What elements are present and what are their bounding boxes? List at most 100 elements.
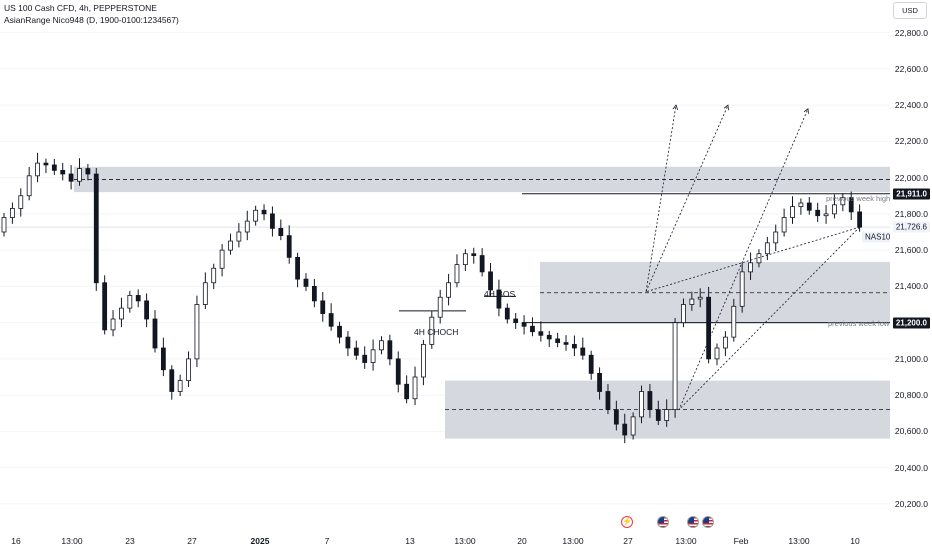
candle-body	[622, 423, 628, 436]
price-tick: 22,800.0	[894, 27, 928, 38]
candle-body	[832, 204, 837, 215]
candle-body	[672, 322, 678, 411]
candle-body	[664, 409, 670, 421]
candle-body	[26, 175, 32, 197]
price-label-week-high: 21,911.0	[893, 188, 930, 200]
candle-body	[681, 304, 686, 324]
candle-body	[43, 162, 49, 166]
candle-body	[840, 197, 846, 206]
candle-body	[102, 282, 108, 331]
time-tick: 13:00	[454, 536, 476, 546]
price-tick: 20,800.0	[894, 390, 928, 401]
candle-body	[471, 253, 477, 256]
candle-body	[135, 295, 141, 302]
candle-body	[370, 349, 376, 363]
candle-body	[773, 231, 779, 244]
candle-body	[152, 318, 158, 349]
projection-path	[645, 105, 860, 293]
candle-body	[35, 162, 40, 177]
candle-body	[85, 168, 91, 175]
projection-path	[678, 108, 860, 410]
candle-body	[555, 338, 561, 343]
candle-body	[454, 264, 460, 284]
candle-body	[9, 208, 15, 218]
candle-body	[605, 391, 611, 411]
candle-body	[261, 209, 267, 215]
arrow-head-icon	[723, 104, 729, 111]
time-tick: 23	[125, 536, 135, 546]
candle-body	[756, 253, 762, 264]
candle-body	[437, 296, 443, 318]
candle-body	[639, 391, 644, 418]
price-tick: 21,400.0	[894, 281, 928, 292]
currency-button[interactable]: USD	[893, 2, 927, 19]
candle-body	[345, 336, 351, 349]
candle-body	[387, 340, 393, 360]
candle-body	[731, 305, 737, 338]
candle-body	[714, 347, 720, 360]
chart-area[interactable]: US 100 Cash CFD, 4h, PEPPERSTONE AsianRa…	[0, 0, 890, 522]
candle-body	[244, 220, 250, 233]
candle-body	[748, 262, 753, 273]
candle-body	[857, 211, 863, 228]
time-tick: 27	[623, 536, 633, 546]
candle-body	[144, 300, 150, 320]
candle-body	[169, 369, 175, 392]
time-tick: 13:00	[61, 536, 83, 546]
candle-body	[462, 253, 468, 266]
time-tick: 16	[11, 536, 21, 546]
price-label-week-low: 21,200.0	[892, 317, 930, 329]
candle-body	[504, 307, 510, 320]
candle-body	[1, 217, 7, 233]
price-tick: 22,200.0	[894, 136, 928, 147]
price-axis[interactable]: 22,800.0 22,600.0 22,400.0 22,200.0 22,000.0…	[890, 0, 932, 522]
time-tick: 2025	[250, 536, 270, 546]
candle-body	[362, 354, 368, 363]
candle-body	[311, 285, 317, 302]
price-tick: 20,600.0	[894, 426, 928, 437]
candle-body	[328, 313, 334, 327]
candle-body	[295, 256, 300, 280]
legend-symbol: US 100 Cash CFD, 4h, PEPPERSTONE	[4, 3, 157, 13]
time-tick: 27	[187, 536, 197, 546]
arrow-head-icon	[672, 104, 679, 110]
candle-body	[848, 197, 854, 213]
candle-body	[127, 295, 133, 309]
candle-body	[320, 300, 326, 314]
candle-body	[479, 255, 485, 273]
candle-body	[513, 318, 519, 324]
candle-body	[219, 249, 225, 269]
candle-body	[412, 376, 418, 400]
candle-body	[211, 267, 217, 284]
candle-body	[697, 296, 703, 300]
us-flag-icon[interactable]	[657, 516, 669, 528]
candle-body	[202, 282, 208, 305]
candle-body	[580, 347, 586, 356]
candle-body	[286, 235, 292, 258]
candle-body	[270, 213, 275, 229]
price-tick: 20,400.0	[894, 462, 928, 473]
candle-body	[253, 209, 259, 222]
candle-body	[395, 358, 401, 385]
candle-body	[404, 383, 410, 400]
candle-body	[421, 343, 426, 378]
price-tick: 22,600.0	[894, 63, 928, 74]
price-tick: 21,000.0	[894, 353, 928, 364]
candle-body	[429, 316, 435, 345]
candle-body	[93, 173, 99, 284]
candle-body	[337, 325, 342, 338]
time-axis[interactable]: 16 13:00 23 27 2025 7 13 13:00 20 13:00 27 13:00 Feb…	[0, 522, 890, 550]
us-flag-icon[interactable]	[687, 516, 699, 528]
candle-body	[110, 318, 116, 331]
candle-body	[588, 354, 594, 374]
candle-body	[572, 343, 577, 349]
price-chart[interactable]	[0, 0, 890, 522]
flash-icon[interactable]: ⚡	[621, 516, 633, 528]
candle-body	[790, 206, 795, 218]
candle-body	[546, 334, 552, 340]
us-flag-icon[interactable]	[702, 516, 714, 528]
candle-body	[798, 202, 804, 208]
candle-body	[815, 209, 821, 217]
bos-label: 4H BOS	[484, 289, 516, 299]
time-tick: 7	[324, 536, 330, 546]
